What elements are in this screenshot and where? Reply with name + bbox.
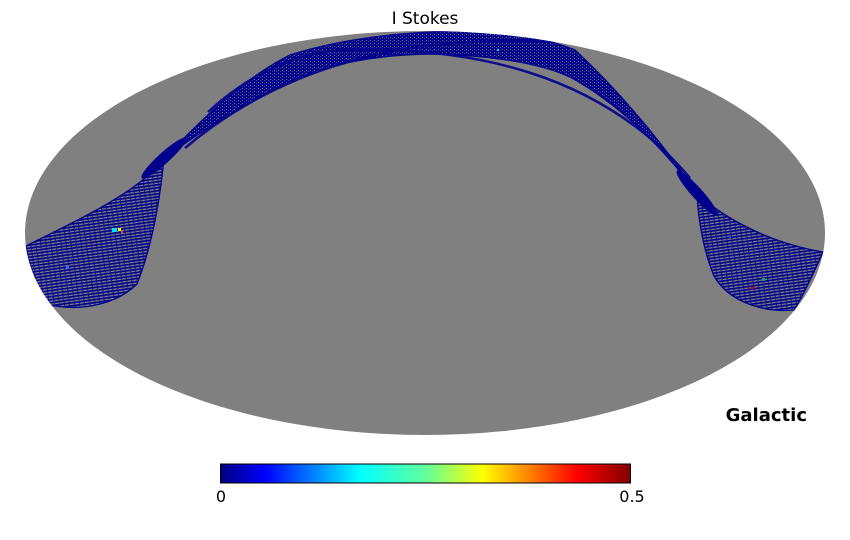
hotspot-pixel (66, 266, 69, 269)
scan-pinch-right (676, 170, 718, 216)
hotspot-pixel (112, 228, 117, 232)
scan-streak-left (184, 39, 556, 149)
colorbar-max-label: 0.5 (619, 487, 644, 506)
sky-ellipse-background (25, 31, 825, 435)
scan-streak-right (207, 48, 691, 179)
scan-pinch-left (141, 137, 187, 179)
colorbar-gradient (220, 463, 631, 484)
hotspot-pixel (121, 231, 123, 233)
hotspot-pixel (762, 278, 765, 281)
plot-title: I Stokes (392, 9, 459, 29)
hotspot-pixel (751, 287, 754, 289)
hotspot-pixel (729, 236, 731, 238)
coordinate-system-label: Galactic (726, 405, 807, 426)
scan-features (66, 49, 765, 289)
hotspot-pixel (118, 228, 121, 231)
colorbar-min-label: 0 (216, 487, 226, 506)
scan-fan-right (696, 191, 824, 312)
hotspot-pixel (497, 49, 499, 51)
